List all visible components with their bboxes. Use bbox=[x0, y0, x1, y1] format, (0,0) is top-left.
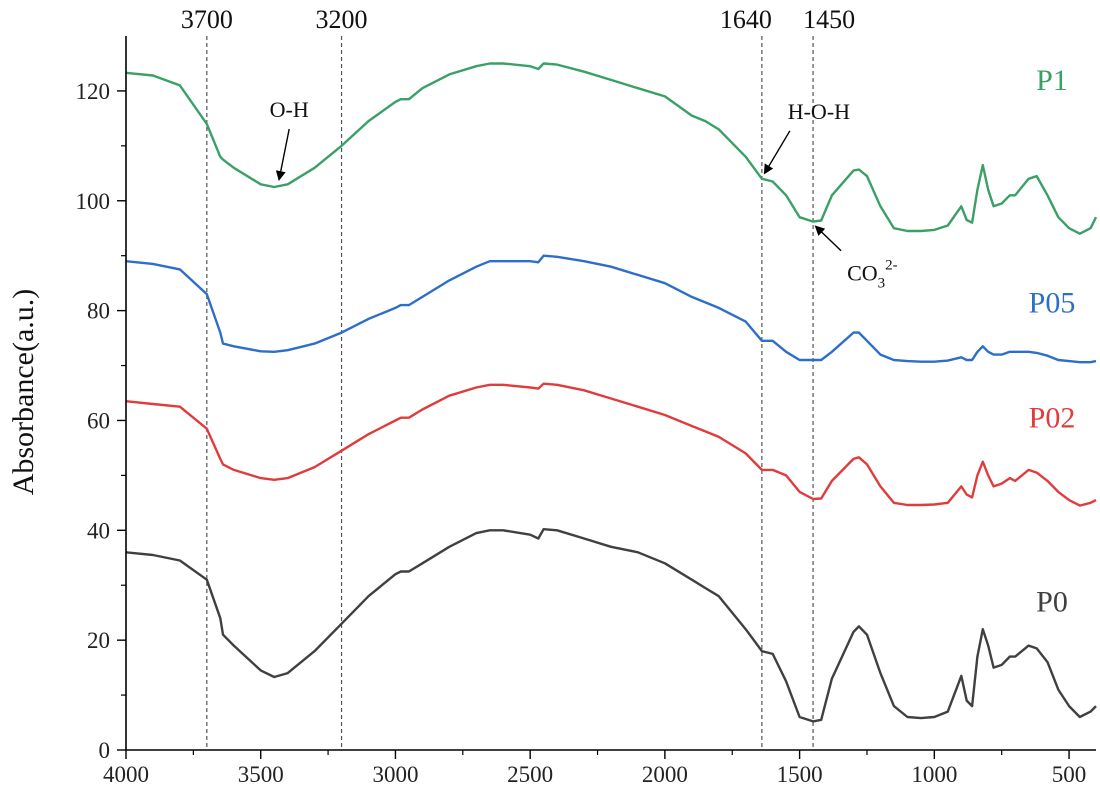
series-label-p05: P05 bbox=[1029, 286, 1076, 319]
series-line-p1 bbox=[125, 62, 1098, 235]
x-tick-label-3500: 3500 bbox=[238, 762, 284, 787]
annotation-co3-superscript: 2- bbox=[885, 258, 898, 274]
x-tick-label-2000: 2000 bbox=[642, 762, 688, 787]
y-tick-label-120: 120 bbox=[76, 79, 111, 104]
series-line-p02 bbox=[125, 382, 1097, 507]
annotation-hoh-arrow bbox=[763, 130, 791, 175]
axes: 4000 3500 3000 2500 2000 1500 1000 500 0 20 40 60 80… bbox=[76, 36, 1096, 787]
series-label-p0: P0 bbox=[1036, 586, 1068, 619]
ref-label-3700: 3700 bbox=[181, 5, 233, 34]
x-tick-label-500: 500 bbox=[1052, 762, 1087, 787]
y-tick-label-40: 40 bbox=[87, 518, 110, 543]
y-tick-label-20: 20 bbox=[87, 628, 110, 653]
series-labels: P0 P02 P05 P1 bbox=[1029, 64, 1076, 619]
reference-lines: 3700 3200 1640 1450 bbox=[181, 5, 855, 750]
annotation-oh-arrow bbox=[275, 128, 290, 181]
y-tick-label-100: 100 bbox=[76, 189, 111, 214]
ref-label-1640: 1640 bbox=[720, 5, 772, 34]
y-axis-title: Absorbance(a.u.) bbox=[7, 289, 40, 496]
series-label-p02: P02 bbox=[1029, 402, 1076, 435]
series-label-p1: P1 bbox=[1036, 64, 1068, 97]
annotation-oh-label: O-H bbox=[270, 97, 309, 122]
annotation-co3-arrow bbox=[814, 225, 842, 252]
annotation-hoh-label: H-O-H bbox=[788, 99, 850, 124]
x-tick-label-2500: 2500 bbox=[507, 762, 553, 787]
ref-label-3200: 3200 bbox=[316, 5, 368, 34]
annotation-co3-base: CO bbox=[847, 261, 878, 286]
x-tick-label-1000: 1000 bbox=[911, 762, 957, 787]
x-tick-label-4000: 4000 bbox=[103, 762, 149, 787]
y-tick-label-60: 60 bbox=[87, 408, 110, 433]
annotation-co3-label: CO3 2- bbox=[847, 258, 898, 292]
y-tick-label-0: 0 bbox=[99, 738, 111, 763]
series-line-p05 bbox=[125, 254, 1097, 364]
annotations: O-H H-O-H CO3 2- bbox=[270, 97, 898, 292]
annotation-co3-subscript: 3 bbox=[878, 276, 886, 292]
ref-label-1450: 1450 bbox=[803, 5, 855, 34]
series-lines bbox=[125, 62, 1098, 723]
x-tick-label-1500: 1500 bbox=[777, 762, 823, 787]
y-tick-label-80: 80 bbox=[87, 299, 110, 324]
series-line-p0 bbox=[125, 528, 1097, 723]
x-tick-label-3000: 3000 bbox=[372, 762, 418, 787]
